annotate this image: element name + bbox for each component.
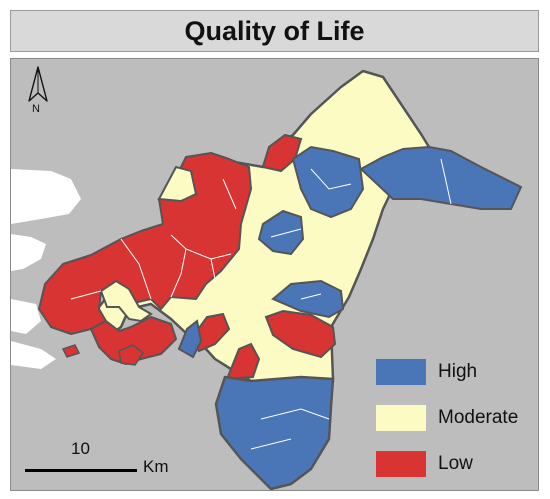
internal-boundary <box>300 293 322 300</box>
region-low-east[interactable] <box>264 309 337 359</box>
map-canvas <box>11 69 522 490</box>
region-high-mid-left[interactable] <box>257 209 305 256</box>
map-title: Quality of Life <box>184 15 365 46</box>
outside-land-bottom <box>11 341 56 369</box>
legend-label-high: High <box>438 361 478 382</box>
region-high-south[interactable] <box>214 375 335 490</box>
legend-item-moderate: Moderate <box>376 405 518 431</box>
scale-bar-unit: Km <box>143 457 169 476</box>
legend-label-low: Low <box>438 453 473 474</box>
internal-boundaries <box>70 158 452 450</box>
internal-boundary <box>210 258 217 285</box>
legend-swatch-moderate <box>376 405 426 431</box>
map-title-bar: Quality of Life <box>10 10 539 52</box>
outside-land-mid <box>11 234 46 271</box>
internal-boundary <box>260 408 330 420</box>
north-label: N <box>32 103 40 115</box>
legend-swatch-low <box>376 451 426 477</box>
region-high-north-center[interactable] <box>291 145 365 219</box>
region-low-islet[interactable] <box>61 344 81 358</box>
legend-item-low: Low <box>376 451 473 477</box>
internal-boundary <box>222 178 237 210</box>
internal-boundary <box>170 248 187 298</box>
scale-bar-value: 10 <box>71 439 90 458</box>
map-frame: N High Moderate Low 10 Km <box>10 58 539 491</box>
internal-boundary <box>70 290 102 300</box>
north-arrow-icon <box>28 66 48 102</box>
region-high-west-small[interactable] <box>177 319 203 359</box>
region-low-southwest-small[interactable] <box>118 344 145 366</box>
outside-land-top <box>11 169 81 224</box>
scale-bar <box>25 469 137 472</box>
region-moderate-west-pocket[interactable] <box>99 279 153 323</box>
north-arrow: N <box>26 65 50 115</box>
study-area <box>38 69 522 490</box>
region-low-southwest[interactable] <box>90 316 177 365</box>
region-low-north[interactable] <box>261 133 303 173</box>
internal-boundary <box>250 438 292 450</box>
outside-land-low <box>11 299 41 334</box>
legend-label-moderate: Moderate <box>438 407 519 428</box>
internal-boundary <box>270 228 302 238</box>
internal-boundary <box>170 234 232 260</box>
internal-boundary <box>310 168 352 190</box>
legend-swatch-high <box>376 359 426 385</box>
internal-boundary <box>120 238 152 300</box>
region-high-northeast[interactable] <box>360 146 522 210</box>
outside-land <box>11 169 81 369</box>
legend-item-high: High <box>376 359 477 385</box>
region-moderate-northwest[interactable] <box>157 165 198 203</box>
region-low-center-2[interactable] <box>225 342 261 381</box>
internal-boundary <box>440 158 452 205</box>
region-high-east-mid[interactable] <box>271 279 345 319</box>
